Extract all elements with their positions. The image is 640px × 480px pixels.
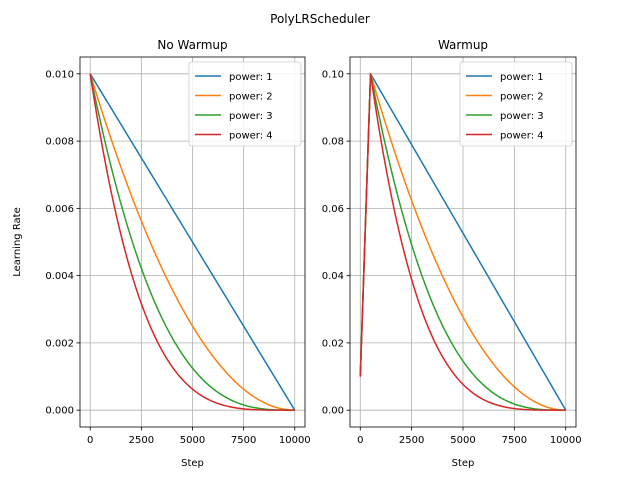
y-tick-label: 0.008: [45, 137, 74, 148]
legend-entry-power-3: power: 3: [500, 111, 544, 122]
legend-box: [459, 61, 573, 147]
legend-entry-power-1: power: 1: [500, 72, 544, 83]
y-tick-label: 0.006: [45, 204, 74, 215]
legend: power: 1 power: 2 power: 3 power: 4: [459, 61, 573, 147]
x-tick-label: 2500: [129, 435, 154, 446]
y-tick-label: 0.06: [322, 204, 344, 215]
y-tick-label: 0.004: [45, 271, 74, 282]
series-line-power-2: [359, 73, 566, 411]
x-tick-label: 2500: [399, 435, 424, 446]
figure-suptitle: PolyLRScheduler: [270, 12, 370, 26]
panel-title: No Warmup: [157, 38, 227, 52]
x-axis-label: Step: [181, 458, 204, 469]
y-axis-label: Learning Rate: [12, 207, 23, 277]
y-tick-label: 0.000: [45, 406, 74, 417]
legend: power: 1 power: 2 power: 3 power: 4: [188, 61, 302, 147]
series-line-power-1: [89, 73, 296, 411]
x-tick-label: 5000: [450, 435, 475, 446]
x-tick-label: 5000: [180, 435, 205, 446]
y-tick-label: 0.00: [322, 406, 344, 417]
y-tick-label: 0.010: [45, 69, 74, 80]
panel-no-warmup: 0 2500 5000 7500 10000 0.000 0.002 0.004 0.006 0.…: [12, 38, 311, 469]
y-tick-label: 0.10: [322, 69, 344, 80]
x-tick-label: 0: [357, 435, 363, 446]
legend-box: [188, 61, 302, 147]
legend-entry-power-4: power: 4: [500, 131, 544, 142]
x-tick-label: 10000: [550, 435, 582, 446]
y-tick-label: 0.02: [322, 338, 344, 349]
x-tick-label: 10000: [279, 435, 311, 446]
series-line-power-4: [89, 73, 295, 411]
x-tick-label: 0: [87, 435, 93, 446]
y-tick-label: 0.04: [322, 271, 344, 282]
series-line-power-3: [359, 73, 566, 411]
legend-entry-power-3: power: 3: [229, 111, 273, 122]
series-line-power-2: [89, 73, 295, 411]
legend-entry-power-2: power: 2: [500, 92, 544, 103]
series-line-power-3: [89, 73, 295, 411]
legend-entry-power-4: power: 4: [229, 131, 273, 142]
panel-title: Warmup: [438, 38, 488, 52]
legend-entry-power-2: power: 2: [229, 92, 273, 103]
series-line-power-1: [359, 73, 567, 411]
series-line-power-4: [359, 73, 566, 411]
panel-warmup: 0 2500 5000 7500 10000 0.00 0.02 0.04 0.06 0.08 0.…: [322, 38, 582, 469]
x-tick-label: 7500: [502, 435, 527, 446]
x-axis-label: Step: [452, 458, 475, 469]
y-tick-label: 0.002: [45, 338, 74, 349]
x-tick-label: 7500: [231, 435, 256, 446]
y-tick-label: 0.08: [322, 137, 344, 148]
legend-entry-power-1: power: 1: [229, 72, 273, 83]
